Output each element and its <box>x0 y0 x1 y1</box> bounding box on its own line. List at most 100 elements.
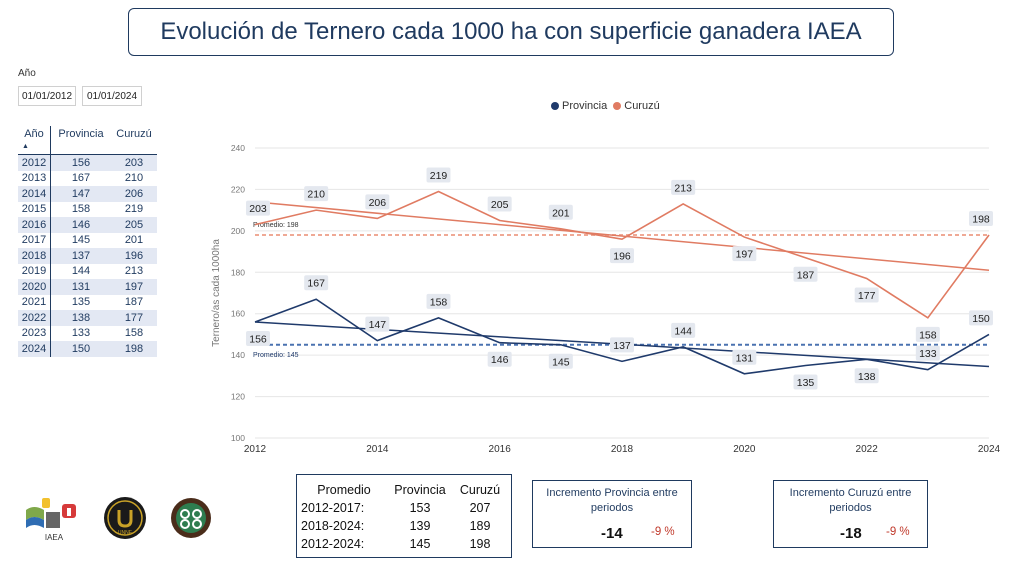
avg-cell-provincia: 139 <box>409 519 431 533</box>
table-cell-provincia: 158 <box>71 203 91 216</box>
data-label-curuzu: 197 <box>736 249 754 261</box>
table-cell-provincia: 131 <box>50 279 111 295</box>
table-row: 2012 156 203 <box>18 154 157 171</box>
data-label-curuzu: 158 <box>919 329 937 341</box>
table-cell-year: 2018 <box>18 248 51 264</box>
data-label-curuzu: 219 <box>430 170 448 182</box>
data-label-curuzu: 177 <box>858 290 876 302</box>
table-row: 2014 147 206 <box>18 186 157 202</box>
table-cell-curuzu: 206 <box>111 186 157 202</box>
unne-logo: UNNE <box>104 497 146 539</box>
col-header-curuzu[interactable]: Curuzú <box>111 126 157 155</box>
page-title: Evolución de Ternero cada 1000 ha con su… <box>160 18 862 45</box>
avg-cell-period: 2018-2024: <box>301 519 365 533</box>
data-label-curuzu-bg <box>487 196 512 212</box>
table-cell-year: 2015 <box>18 201 51 217</box>
data-label-curuzu-bg <box>969 211 993 226</box>
data-label-curuzu: 196 <box>613 251 631 263</box>
table-cell-year: 2023 <box>18 325 51 341</box>
x-tick-label: 2014 <box>366 444 389 455</box>
data-label-provincia-bg <box>854 368 879 384</box>
col-header-provincia[interactable]: Provincia <box>50 126 111 155</box>
y-tick-label: 220 <box>231 184 245 194</box>
data-label-provincia: 131 <box>736 352 754 364</box>
data-label-provincia-bg <box>915 345 940 361</box>
increment-provincia-card: Incremento Provincia entre periodos -14 … <box>532 480 692 548</box>
table-cell-curuzu: 201 <box>124 234 144 247</box>
increment-curuzu-pct: -9 % <box>886 526 910 538</box>
data-label-provincia: 137 <box>613 340 631 352</box>
data-label-provincia-bg <box>548 353 573 369</box>
data-label-curuzu: 187 <box>797 269 815 281</box>
table-cell-curuzu: 187 <box>124 296 144 309</box>
sort-asc-icon: ▲ <box>22 143 29 150</box>
data-label-curuzu-bg <box>304 186 329 202</box>
table-row: 2023 133 158 <box>18 325 157 341</box>
table-cell-provincia: 150 <box>50 341 111 357</box>
increment-provincia-value: -14 <box>601 525 623 542</box>
x-tick-label: 2024 <box>978 444 1001 455</box>
table-cell-provincia: 147 <box>50 186 111 202</box>
table-row: 2015 158 219 <box>18 201 157 217</box>
col-header-year[interactable]: Año ▲ <box>18 126 51 155</box>
table-cell-curuzu: 210 <box>124 172 144 185</box>
table-cell-provincia: 146 <box>50 217 111 233</box>
x-tick-label: 2012 <box>244 444 267 455</box>
avg-row: 2012-2024: 145 198 <box>301 535 507 553</box>
data-label-provincia-bg <box>610 337 634 353</box>
data-label-curuzu-bg <box>426 167 451 183</box>
y-tick-label: 180 <box>231 267 245 277</box>
unne-logo-text: UNNE <box>118 530 133 536</box>
avg-cell-provincia: 145 <box>409 537 431 551</box>
data-label-curuzu: 201 <box>552 207 570 219</box>
data-label-curuzu: 205 <box>491 199 509 211</box>
legend-curuzu-label: Curuzú <box>624 100 660 112</box>
data-label-provincia: 147 <box>369 319 387 331</box>
table-cell-year: 2021 <box>18 294 51 310</box>
series-line-curuzu <box>254 190 990 319</box>
y-tick-label: 240 <box>231 143 245 153</box>
date-to-input[interactable]: 01/01/2024 <box>82 86 142 106</box>
data-label-curuzu-bg <box>610 248 634 264</box>
table-cell-provincia: 133 <box>71 327 91 340</box>
line-chart: 100 120 140 160 180 200 220 240 2012 2014 2016 2018… <box>211 143 1001 455</box>
date-from-input[interactable]: 01/01/2012 <box>18 86 76 106</box>
table-cell-year: 2014 <box>18 186 51 202</box>
table-cell-year: 2024 <box>18 341 51 357</box>
table-cell-year: 2022 <box>18 310 51 326</box>
legend-curuzu-marker <box>613 102 622 110</box>
legend-provincia-marker <box>551 102 559 110</box>
table-row: 2021 135 187 <box>18 294 157 310</box>
average-label-provincia: Promedio: 145 <box>253 352 299 359</box>
data-label-provincia: 133 <box>919 348 937 360</box>
x-tick-label: 2018 <box>611 444 634 455</box>
data-label-provincia: 158 <box>430 296 448 308</box>
table-cell-year: 2012 <box>18 154 51 171</box>
table-cell-year: 2019 <box>18 263 51 279</box>
data-label-provincia: 150 <box>972 313 990 325</box>
iaea-logo: IAEA <box>26 498 76 542</box>
data-label-curuzu-bg <box>365 194 390 210</box>
data-label-curuzu-bg <box>854 287 879 303</box>
avg-cell-provincia: 153 <box>409 501 431 515</box>
legend-provincia-label: Provincia <box>562 100 608 112</box>
data-label-provincia: 146 <box>491 354 509 366</box>
increment-provincia-pct: -9 % <box>651 526 675 538</box>
table-cell-curuzu: 203 <box>111 154 157 171</box>
data-label-provincia-bg <box>426 293 451 309</box>
table-cell-year: 2016 <box>18 217 51 233</box>
table-cell-provincia: 167 <box>71 172 91 185</box>
data-label-provincia-bg <box>246 331 270 346</box>
avg-cell-curuzu: 207 <box>469 501 491 515</box>
avg-header-period: Promedio <box>317 483 371 497</box>
data-label-curuzu-bg <box>915 326 940 342</box>
data-label-curuzu-bg <box>548 204 573 220</box>
table-cell-provincia: 135 <box>71 296 91 309</box>
table-cell-provincia: 137 <box>50 248 111 264</box>
increment-curuzu-value: -18 <box>840 525 862 542</box>
averages-table-box: Promedio Provincia Curuzú 2012-2017: 153 2… <box>296 474 512 558</box>
data-label-provincia: 167 <box>307 278 325 290</box>
data-label-provincia-bg <box>793 374 818 390</box>
table-cell-provincia: 144 <box>71 265 91 278</box>
table-cell-provincia: 145 <box>71 234 91 247</box>
